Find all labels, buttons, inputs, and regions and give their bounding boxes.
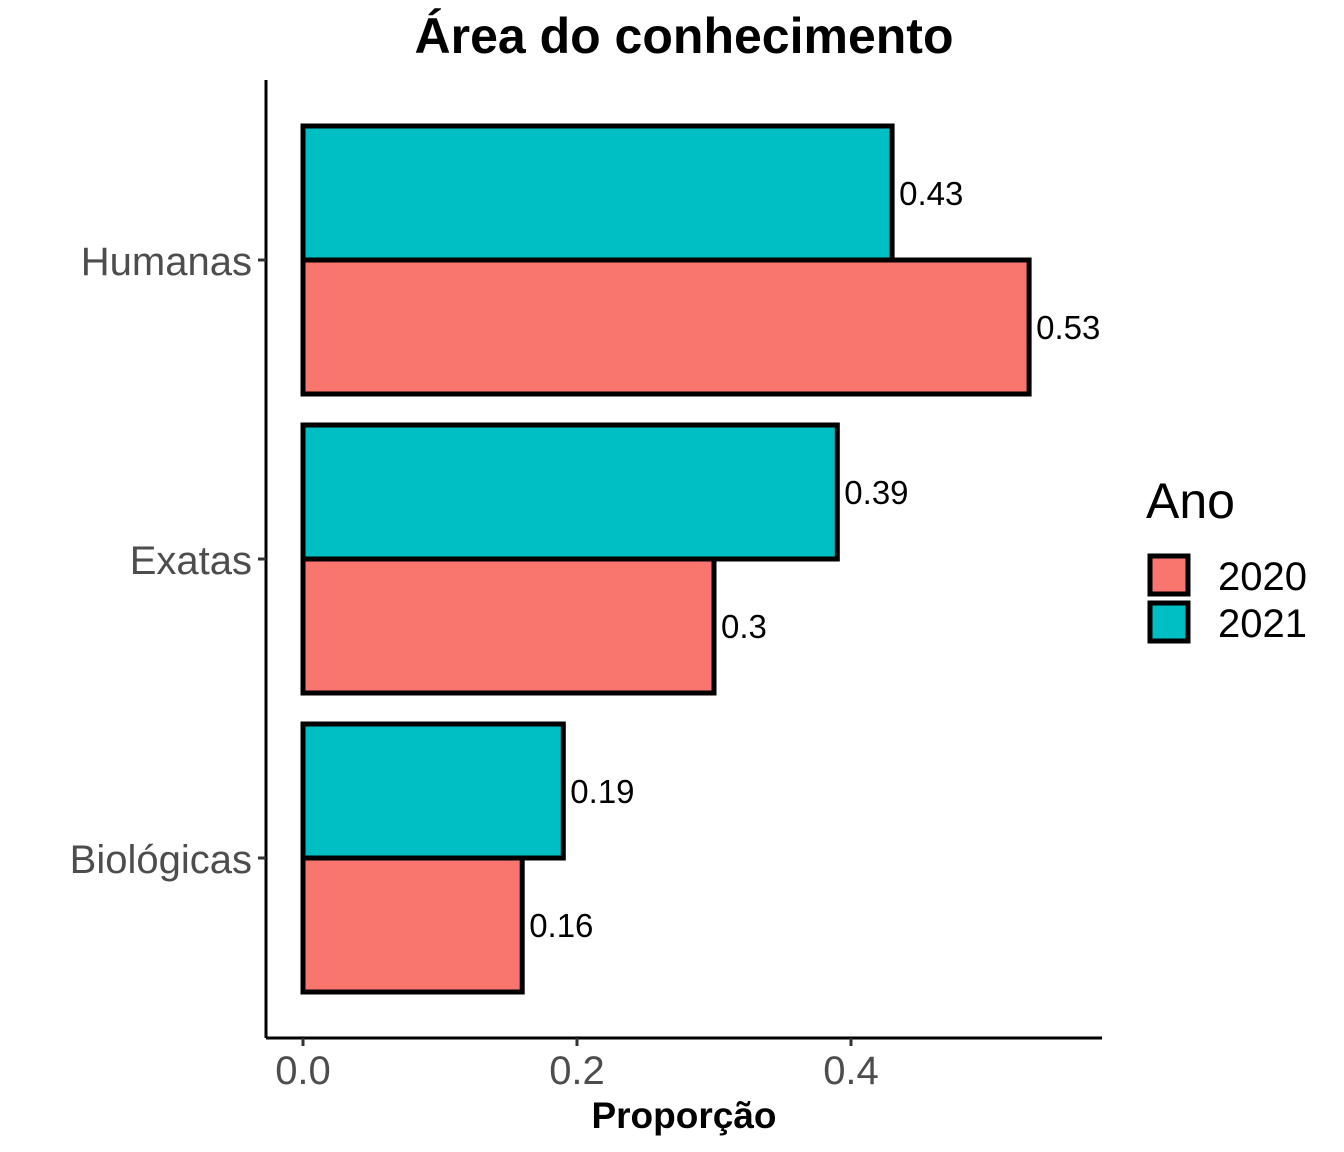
legend-key-2020 [1147, 553, 1191, 597]
data-label-humanas-2021: 0.43 [899, 175, 963, 212]
bar-exatas-2020 [300, 556, 717, 696]
x-axis-label: Proporção [591, 1095, 776, 1136]
bar-humanas-2020 [300, 257, 1032, 397]
legend-label-2021: 2021 [1218, 602, 1307, 646]
bar-biologicas-2020 [300, 855, 525, 995]
x-tick-label-1: 0.2 [549, 1049, 605, 1093]
x-ticks-group: 0.0 0.2 0.4 [275, 1038, 879, 1093]
y-tick-label-biologicas: Biológicas [70, 838, 252, 882]
legend-key-2021 [1147, 600, 1191, 644]
y-tick-label-exatas: Exatas [130, 539, 252, 583]
y-tick-label-humanas: Humanas [81, 240, 252, 284]
data-label-biologicas-2020: 0.16 [529, 907, 593, 944]
legend-label-2020: 2020 [1218, 555, 1307, 599]
data-label-exatas-2020: 0.3 [721, 608, 767, 645]
x-tick-label-0: 0.0 [275, 1049, 331, 1093]
chart-title: Área do conhecimento [415, 8, 954, 64]
data-labels-group: 0.16 0.19 0.3 0.39 0.53 0.43 [529, 175, 1100, 944]
bar-exatas-2021 [300, 422, 840, 562]
data-label-humanas-2020: 0.53 [1036, 309, 1100, 346]
x-tick-label-2: 0.4 [823, 1049, 879, 1093]
bar-humanas-2021 [300, 123, 895, 263]
bar-biologicas-2021 [300, 721, 566, 861]
data-label-biologicas-2021: 0.19 [570, 773, 634, 810]
y-ticks-group: Biológicas Exatas Humanas [70, 240, 266, 882]
bars-group [300, 123, 1032, 995]
data-label-exatas-2021: 0.39 [844, 474, 908, 511]
legend-title: Ano [1146, 473, 1235, 529]
